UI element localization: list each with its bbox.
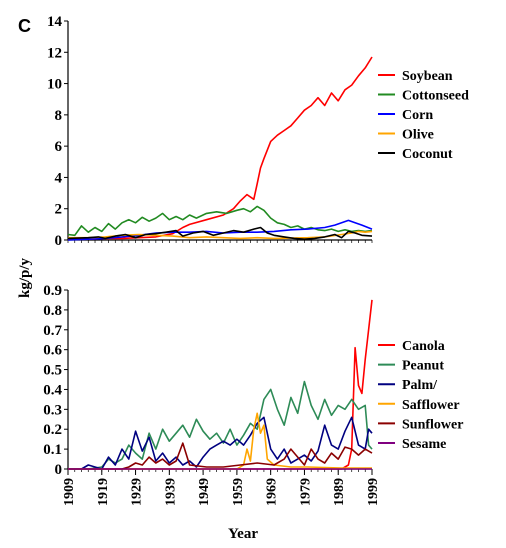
top-y-tick-label: 10 xyxy=(47,77,62,93)
bottom-y-tick-label: 0 xyxy=(55,462,63,478)
top-y-tick-label: 12 xyxy=(47,45,62,61)
top-y-tick-label: 6 xyxy=(55,139,63,155)
legend-label-cottonseed: Cottonseed xyxy=(402,89,469,104)
top-y-tick-label: 4 xyxy=(55,170,63,186)
x-tick-label: 1999 xyxy=(366,478,381,506)
bottom-y-tick-label: 0.7 xyxy=(43,323,62,339)
legend-label-sunflower: Sunflower xyxy=(402,417,463,432)
legend-label-canola: Canola xyxy=(402,339,445,354)
legend-label-coconut: Coconut xyxy=(402,147,453,162)
x-tick-label: 1989 xyxy=(332,478,347,506)
x-tick-label: 1969 xyxy=(265,478,280,506)
bottom-y-tick-label: 0.3 xyxy=(43,402,62,418)
bottom-y-tick-label: 0.5 xyxy=(43,363,62,379)
x-tick-label: 1949 xyxy=(197,478,212,506)
x-tick-label: 1959 xyxy=(231,478,246,506)
series-line-coconut xyxy=(67,226,373,240)
legend-label-peanut: Peanut xyxy=(402,359,444,374)
top-y-tick-label: 14 xyxy=(47,14,63,30)
x-tick-label: 1979 xyxy=(298,478,313,506)
legend-label-soybean: Soybean xyxy=(402,69,453,84)
bottom-y-tick-label: 0.1 xyxy=(43,442,62,458)
legend-label-sesame: Sesame xyxy=(402,437,446,452)
series-line-safflower xyxy=(68,412,372,470)
y-axis-label: kg/p/y xyxy=(17,257,33,298)
top-chart: 0 2 4 6 8 10 12 14 Soybean Cottonseed Corn Olive Coc… xyxy=(47,14,469,249)
series-line-sunflower xyxy=(68,442,373,470)
panel-letter: C xyxy=(18,16,31,36)
x-axis-label: Year xyxy=(228,526,258,542)
bottom-y-tick-label: 0.9 xyxy=(43,283,62,299)
series-line-palm xyxy=(68,416,373,470)
bottom-chart: 0 0.1 0.2 0.3 0.4 0.5 0.6 0.7 0.8 0.9 1909 1919 1929… xyxy=(43,283,463,506)
x-tick-label: 1919 xyxy=(96,478,111,506)
legend-label-palm: Palm/ xyxy=(402,378,438,393)
bottom-y-tick-label: 0.2 xyxy=(43,422,62,438)
top-y-tick-label: 2 xyxy=(55,202,63,218)
x-tick-label: 1929 xyxy=(130,478,145,506)
bottom-y-tick-label: 0.4 xyxy=(43,382,62,398)
top-y-tick-label: 8 xyxy=(55,108,63,124)
x-tick-label: 1939 xyxy=(163,478,178,506)
bottom-y-tick-label: 0.8 xyxy=(43,303,62,319)
bottom-y-tick-label: 0.6 xyxy=(43,343,62,359)
series-line-cottonseed xyxy=(67,205,373,237)
top-y-tick-label: 0 xyxy=(55,233,63,249)
series-line-canola xyxy=(68,299,373,470)
legend-label-olive: Olive xyxy=(402,128,434,143)
x-tick-label: 1909 xyxy=(62,478,77,506)
legend-label-corn: Corn xyxy=(402,108,433,123)
legend-label-safflower: Safflower xyxy=(402,398,460,413)
series-line-peanut xyxy=(68,380,373,470)
